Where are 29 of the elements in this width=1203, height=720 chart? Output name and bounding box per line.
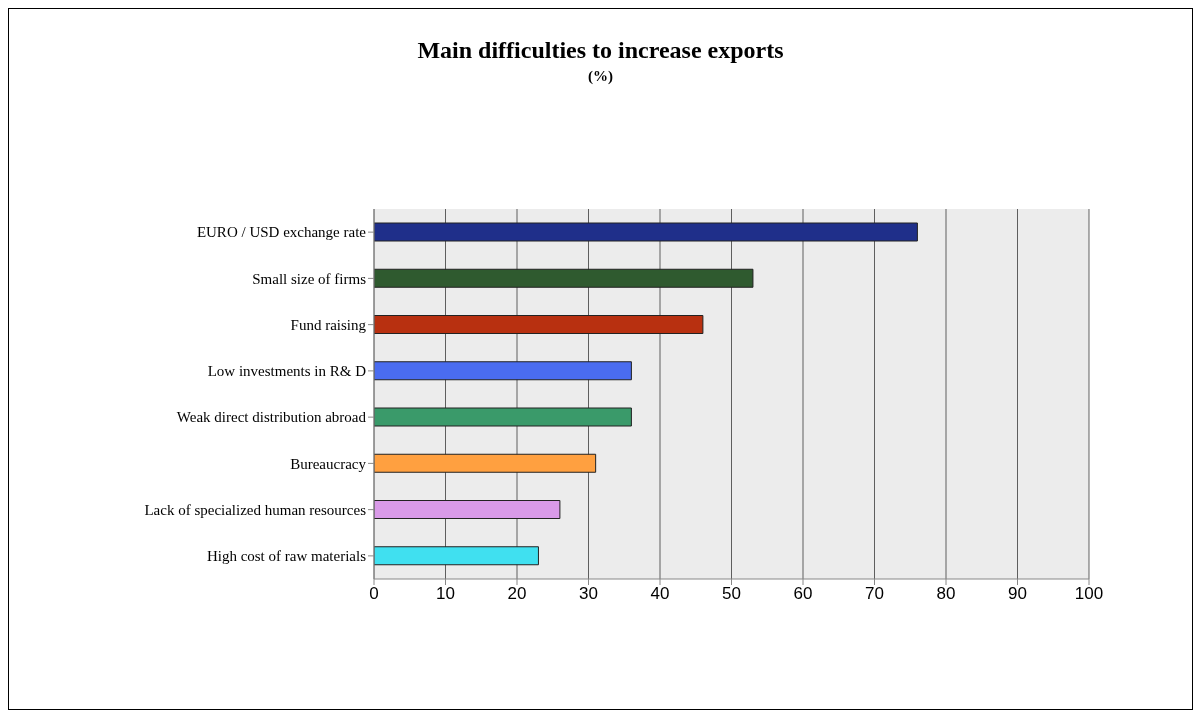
y-tick-label: Low investments in R& D <box>207 363 367 380</box>
bar <box>374 453 597 473</box>
x-tick-label: 20 <box>507 584 527 604</box>
y-tick-label: High cost of raw materials <box>206 548 367 565</box>
bar <box>374 268 754 288</box>
bar <box>374 407 632 427</box>
y-tick-label: Lack of specialized human resources <box>144 501 367 518</box>
bar <box>374 546 539 566</box>
bar <box>374 500 561 519</box>
y-tick-label: Weak direct distribution abroad <box>176 409 367 426</box>
x-tick-label: 80 <box>936 584 956 604</box>
x-tick-label: 30 <box>579 584 598 604</box>
x-tick-label: 100 <box>1074 584 1104 604</box>
y-tick-label: Fund raising <box>290 316 367 333</box>
y-tick-label: Small size of firms <box>252 270 367 287</box>
bar <box>374 361 632 381</box>
x-tick-label: 40 <box>650 584 670 604</box>
chart-subtitle: (%) <box>587 68 614 85</box>
chart-title: Main difficulties to increase exports <box>416 37 785 64</box>
x-tick-label: 90 <box>1008 584 1027 604</box>
y-tick-label: EURO / USD exchange rate <box>196 224 367 241</box>
x-tick-label: 0 <box>369 584 379 604</box>
x-tick-label: 60 <box>793 584 813 604</box>
x-tick-label: 70 <box>865 584 884 604</box>
bar <box>374 315 704 334</box>
bar <box>374 222 918 242</box>
x-tick-label: 10 <box>436 584 455 604</box>
y-tick-label: Bureaucracy <box>290 455 367 472</box>
x-tick-label: 50 <box>722 584 741 604</box>
